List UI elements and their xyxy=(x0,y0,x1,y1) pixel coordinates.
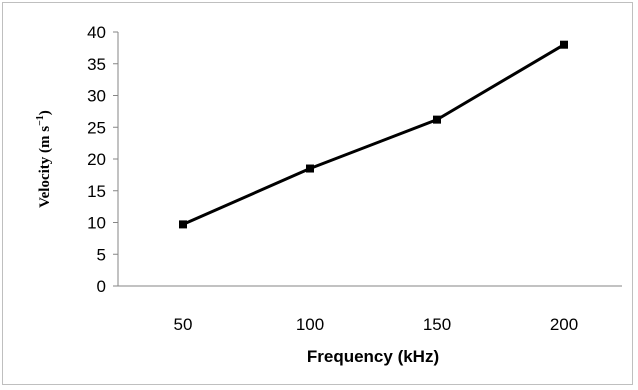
data-point-marker xyxy=(433,115,441,124)
y-tick-label: 5 xyxy=(97,245,106,264)
x-tick-label: 50 xyxy=(174,315,193,334)
y-ticks: 0 5 10 15 20 25 30 35 40 xyxy=(87,23,118,296)
series xyxy=(179,40,568,229)
x-tick-label: 150 xyxy=(423,315,451,334)
x-axis-title: Frequency (kHz) xyxy=(307,347,439,366)
y-tick-label: 35 xyxy=(87,55,106,74)
y-tick-label: 15 xyxy=(87,182,106,201)
y-axis-title-superscript: −1 xyxy=(35,115,46,126)
x-ticks: 50 100 150 200 xyxy=(174,315,579,334)
x-tick-label: 200 xyxy=(550,315,578,334)
y-tick-label: 0 xyxy=(97,277,106,296)
data-point-marker xyxy=(306,164,314,173)
y-tick-label: 20 xyxy=(87,150,106,169)
y-axis-title-main: Velocity (m s xyxy=(37,126,53,208)
series-line xyxy=(182,43,565,226)
y-tick-label: 40 xyxy=(87,23,106,42)
data-point-marker xyxy=(560,40,568,49)
y-axis-title: Velocity (m s−1) xyxy=(35,110,53,208)
y-tick-label: 30 xyxy=(87,87,106,106)
y-tick-label: 25 xyxy=(87,118,106,137)
y-tick-label: 10 xyxy=(87,214,106,233)
y-axis-title-tail: ) xyxy=(37,110,53,115)
x-tick-label: 100 xyxy=(296,315,324,334)
data-point-marker xyxy=(179,220,187,229)
axes xyxy=(117,32,622,287)
